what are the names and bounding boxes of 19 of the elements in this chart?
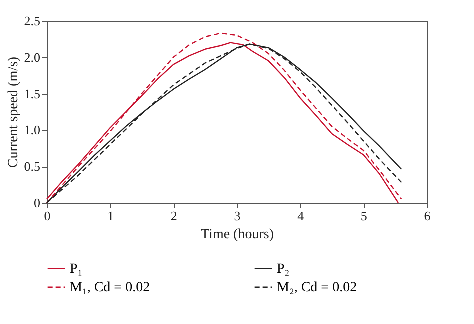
y-tick-label: 0	[34, 196, 40, 210]
y-axis-title: Current speed (m/s)	[6, 56, 22, 168]
x-tick-label: 3	[234, 208, 241, 224]
legend-label: P₂	[277, 262, 290, 277]
legend-label: M₁, Cd = 0.02	[70, 280, 150, 296]
y-tick-label: 1.0	[24, 122, 40, 138]
y-tick-label: 2.5	[24, 14, 40, 28]
x-tick-label: 5	[360, 208, 368, 224]
y-tick-label: 0.5	[24, 159, 40, 174]
x-tick-label: 1	[108, 208, 114, 224]
y-tick-label: 2.0	[24, 50, 40, 65]
x-tick-label: 2	[170, 208, 178, 224]
x-tick-label: 0	[44, 208, 51, 224]
legend-label: M₂, Cd = 0.02	[277, 280, 358, 296]
x-axis-title: Time (hours)	[201, 228, 274, 242]
y-tick-label: 1.5	[24, 86, 40, 102]
x-tick-label: 4	[298, 208, 305, 224]
x-tick-label: 6	[424, 208, 432, 224]
legend-label: P₁	[70, 262, 83, 277]
